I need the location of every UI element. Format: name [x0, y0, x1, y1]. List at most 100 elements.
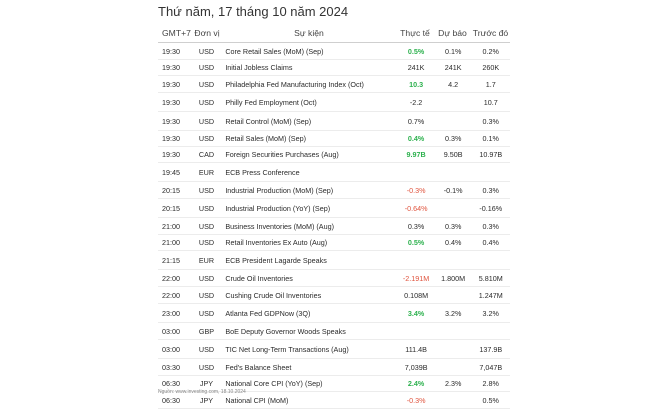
cell-currency: USD	[198, 290, 215, 300]
cell-currency: JPY	[199, 395, 214, 405]
table-row[interactable]: 21:00 USD Retail Inventories Ex Auto (Aug)…	[158, 235, 510, 251]
cell-actual: -2.2	[409, 97, 423, 107]
cell-currency: USD	[198, 134, 215, 143]
cell-time: 22:00	[162, 290, 180, 300]
cell-previous: 0.3%	[482, 221, 499, 231]
cell-previous: 0.2%	[482, 46, 499, 56]
cell-event: National CPI (MoM)	[225, 395, 289, 405]
cell-previous: 5.810M	[478, 273, 503, 283]
table-row[interactable]: 03:30 USD Fed's Balance Sheet 7,039B 7,047B	[158, 359, 510, 376]
cell-currency: EUR	[198, 167, 215, 177]
table-row[interactable]: 23:00 USD Atlanta Fed GDPNow (3Q) 3.4% 3.2% 3…	[158, 304, 510, 323]
cell-forecast: -0.1%	[443, 185, 463, 195]
cell-currency: USD	[198, 79, 215, 89]
cell-time: 21:00	[162, 238, 180, 247]
cell-event: Fed's Balance Sheet	[225, 362, 292, 372]
cell-time: 19:30	[162, 116, 180, 126]
table-row[interactable]: 19:30 USD Initial Jobless Claims 241K 241K 26…	[158, 60, 510, 76]
cell-actual: -0.3%	[406, 185, 426, 195]
cell-previous: 1.7	[485, 79, 496, 89]
cell-time: 19:30	[162, 97, 180, 107]
cell-forecast: 0.4%	[444, 238, 462, 247]
table-body: 19:30 USD Core Retail Sales (MoM) (Sep) 0.5…	[158, 43, 510, 409]
cell-time: 20:15	[162, 203, 180, 213]
cell-actual: 3.4%	[407, 308, 425, 318]
cell-actual: 10.3	[409, 79, 424, 89]
table-row[interactable]: 03:00 USD TIC Net Long-Term Transactions (…	[158, 340, 510, 359]
cell-actual: 0.4%	[407, 134, 425, 143]
cell-time: 19:30	[162, 46, 180, 56]
cell-time: 06:30	[162, 379, 180, 388]
cell-event: Philadelphia Fed Manufacturing Index (Oc…	[225, 79, 364, 89]
page-title: Thứ năm, 17 tháng 10 năm 2024	[158, 4, 349, 19]
table-row[interactable]: 19:30 USD Retail Sales (MoM) (Sep) 0.4% 0.3%…	[158, 131, 510, 147]
table-row[interactable]: 22:00 USD Cushing Crude Oil Inventories 0.1…	[158, 287, 510, 304]
table-row[interactable]: 20:15 USD Industrial Production (MoM) (Sep…	[158, 182, 510, 199]
cell-forecast: 0.3%	[444, 134, 462, 143]
cell-previous: 10.97B	[479, 150, 503, 159]
cell-currency: GBP	[198, 326, 215, 336]
cell-time: 03:30	[162, 362, 180, 372]
table-row[interactable]: 03:00 GBP BoE Deputy Governor Woods Speaks	[158, 323, 510, 340]
calendar-page: Thứ năm, 17 tháng 10 năm 2024 GMT+7 Đơn …	[158, 4, 510, 409]
table-row[interactable]: 19:30 USD Philly Fed Employment (Oct) -2.2 1…	[158, 93, 510, 112]
table-row[interactable]: 19:45 EUR ECB Press Conference	[158, 163, 510, 182]
cell-currency: USD	[198, 344, 215, 354]
cell-previous: 10.7	[483, 97, 498, 107]
cell-previous: 3.2%	[482, 308, 499, 318]
cell-time: 06:30	[162, 395, 180, 405]
cell-currency: USD	[198, 273, 215, 283]
header-actual: Thực tế	[400, 28, 430, 38]
cell-actual: 0.5%	[407, 46, 425, 56]
header-currency: Đơn vị	[194, 28, 220, 38]
cell-actual: 7,039B	[404, 362, 428, 372]
cell-event: Atlanta Fed GDPNow (3Q)	[225, 308, 311, 318]
cell-previous: 137.9B	[479, 344, 503, 354]
cell-actual: -2.191M	[402, 273, 430, 283]
cell-event: ECB Press Conference	[225, 167, 300, 177]
table-row[interactable]: 20:15 USD Industrial Production (YoY) (Sep…	[158, 199, 510, 218]
table-row[interactable]: 19:30 USD Retail Control (MoM) (Sep) 0.7% 0.…	[158, 112, 510, 131]
cell-forecast: 2.3%	[444, 379, 462, 388]
cell-previous: 2.8%	[482, 379, 499, 388]
cell-time: 19:30	[162, 150, 180, 159]
cell-event: Business Inventories (MoM) (Aug)	[225, 221, 334, 231]
table-row[interactable]: 21:15 EUR ECB President Lagarde Speaks	[158, 251, 510, 270]
cell-event: Crude Oil Inventories	[225, 273, 293, 283]
cell-actual: 0.108M	[404, 290, 429, 300]
cell-currency: USD	[198, 238, 215, 247]
table-row[interactable]: 21:00 USD Business Inventories (MoM) (Aug)…	[158, 218, 510, 235]
cell-currency: CAD	[198, 150, 215, 159]
cell-currency: USD	[198, 203, 215, 213]
cell-event: Industrial Production (YoY) (Sep)	[225, 203, 331, 213]
cell-event: Core Retail Sales (MoM) (Sep)	[225, 46, 324, 56]
cell-currency: USD	[198, 308, 215, 318]
cell-forecast: 4.2	[448, 79, 459, 89]
cell-forecast: 1.800M	[441, 273, 466, 283]
cell-actual: 2.4%	[407, 379, 425, 388]
header-event: Sự kiện	[294, 28, 324, 38]
cell-currency: USD	[198, 362, 215, 372]
cell-previous: 0.4%	[482, 238, 499, 247]
header-time: GMT+7	[162, 28, 191, 38]
cell-actual: 241K	[407, 63, 425, 72]
cell-event: Cushing Crude Oil Inventories	[225, 290, 322, 300]
cell-previous: 1.247M	[478, 290, 503, 300]
cell-currency: JPY	[199, 379, 214, 388]
cell-currency: EUR	[198, 255, 215, 265]
header-forecast: Dự báo	[438, 28, 467, 38]
table-row[interactable]: 19:30 USD Core Retail Sales (MoM) (Sep) 0.5…	[158, 43, 510, 60]
cell-event: Retail Sales (MoM) (Sep)	[225, 134, 306, 143]
cell-time: 23:00	[162, 308, 180, 318]
cell-currency: USD	[198, 63, 215, 72]
cell-time: 19:45	[162, 167, 180, 177]
cell-previous: -0.16%	[479, 203, 503, 213]
cell-previous: 260K	[482, 63, 500, 72]
table-row[interactable]: 06:30 JPY National Core CPI (YoY) (Sep) 2.4…	[158, 376, 510, 392]
table-row[interactable]: 19:30 USD Philadelphia Fed Manufacturing I…	[158, 76, 510, 93]
cell-actual: 9.97B	[406, 150, 426, 159]
table-row[interactable]: 19:30 CAD Foreign Securities Purchases (Au…	[158, 147, 510, 163]
cell-event: ECB President Lagarde Speaks	[225, 255, 327, 265]
table-row[interactable]: 22:00 USD Crude Oil Inventories -2.191M 1.80…	[158, 270, 510, 287]
cell-currency: USD	[198, 97, 215, 107]
